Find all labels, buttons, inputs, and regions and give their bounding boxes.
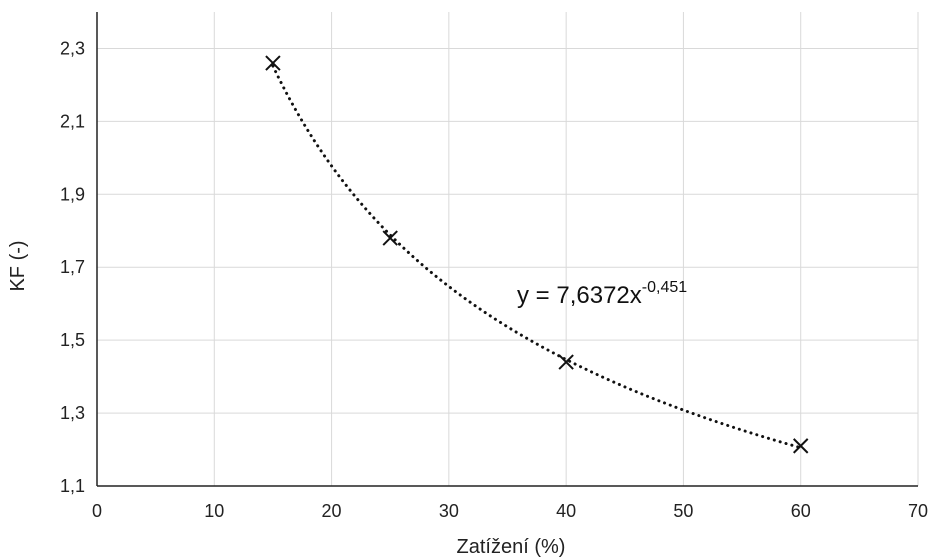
trendline-equation-main: y = 7,6372x bbox=[517, 282, 642, 309]
y-tick-label: 1,5 bbox=[60, 330, 85, 350]
data-point-marker bbox=[382, 230, 398, 246]
power-trendline bbox=[271, 64, 803, 450]
y-tick-label: 1,1 bbox=[60, 476, 85, 496]
trendline-equation-exponent: -0,451 bbox=[642, 279, 687, 296]
trendline-equation: y = 7,6372x-0,451 bbox=[517, 279, 687, 309]
axes bbox=[96, 12, 918, 487]
x-tick-label: 30 bbox=[439, 501, 459, 521]
x-axis-title: Zatížení (%) bbox=[457, 536, 566, 558]
y-axis-title: KF (-) bbox=[7, 240, 29, 291]
y-tick-label: 2,1 bbox=[60, 111, 85, 131]
x-tick-label: 60 bbox=[791, 501, 811, 521]
data-point-marker bbox=[265, 55, 281, 71]
x-tick-label: 0 bbox=[92, 501, 102, 521]
y-tick-label: 1,7 bbox=[60, 257, 85, 277]
y-tick-label: 1,3 bbox=[60, 403, 85, 423]
x-tick-label: 20 bbox=[322, 501, 342, 521]
x-tick-label: 40 bbox=[556, 501, 576, 521]
x-tick-label: 50 bbox=[673, 501, 693, 521]
y-tick-label: 1,9 bbox=[60, 184, 85, 204]
y-tick-labels: 1,1 1,3 1,5 1,7 1,9 2,1 2,3 bbox=[60, 38, 85, 496]
x-tick-label: 70 bbox=[908, 501, 928, 521]
gridlines bbox=[97, 12, 919, 486]
data-point-marker bbox=[793, 438, 809, 454]
data-points bbox=[265, 55, 809, 454]
y-tick-label: 2,3 bbox=[60, 38, 85, 58]
x-tick-labels: 0 10 20 30 40 50 60 70 bbox=[92, 501, 928, 521]
x-tick-label: 10 bbox=[204, 501, 224, 521]
data-point-marker bbox=[558, 354, 574, 370]
